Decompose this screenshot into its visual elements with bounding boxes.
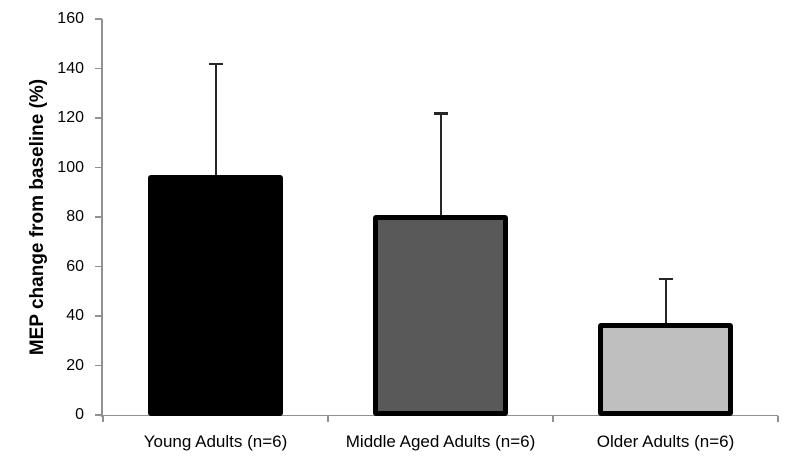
y-tick-mark <box>95 117 102 119</box>
error-bar-cap <box>208 62 223 66</box>
y-tick-label: 80 <box>66 208 84 225</box>
x-tick-mark <box>102 415 104 422</box>
y-tick-label: 60 <box>66 257 84 275</box>
y-tick-label: 0 <box>75 406 84 423</box>
y-tick-label: 40 <box>66 307 84 324</box>
y-tick-mark <box>95 315 102 317</box>
error-bar-cap <box>658 277 673 281</box>
y-tick-label: 120 <box>57 109 84 126</box>
error-bar <box>439 113 442 215</box>
x-category-label: Young Adults (n=6) <box>143 432 288 451</box>
bar <box>598 323 733 416</box>
y-tick-label: 140 <box>57 59 84 77</box>
x-category-label: Middle Aged Adults (n=6) <box>345 432 536 451</box>
y-tick-label: 100 <box>57 158 84 176</box>
y-tick-mark <box>95 67 102 70</box>
y-tick-mark <box>95 18 102 20</box>
error-bar-cap <box>433 112 448 115</box>
y-tick-label: 160 <box>57 10 84 27</box>
x-tick-mark <box>327 415 329 422</box>
error-bar <box>214 63 217 175</box>
y-axis-line <box>101 19 103 417</box>
x-tick-mark <box>777 415 779 422</box>
bar <box>373 214 508 416</box>
y-tick-mark <box>95 364 102 367</box>
x-category-label: Older Adults (n=6) <box>596 432 735 451</box>
y-tick-mark <box>95 216 102 218</box>
y-tick-label: 20 <box>66 356 84 374</box>
y-tick-mark <box>95 265 102 268</box>
error-bar <box>664 278 667 324</box>
y-tick-mark <box>95 166 102 169</box>
x-tick-mark <box>552 415 554 422</box>
y-tick-mark <box>95 414 102 416</box>
bar <box>148 174 283 416</box>
